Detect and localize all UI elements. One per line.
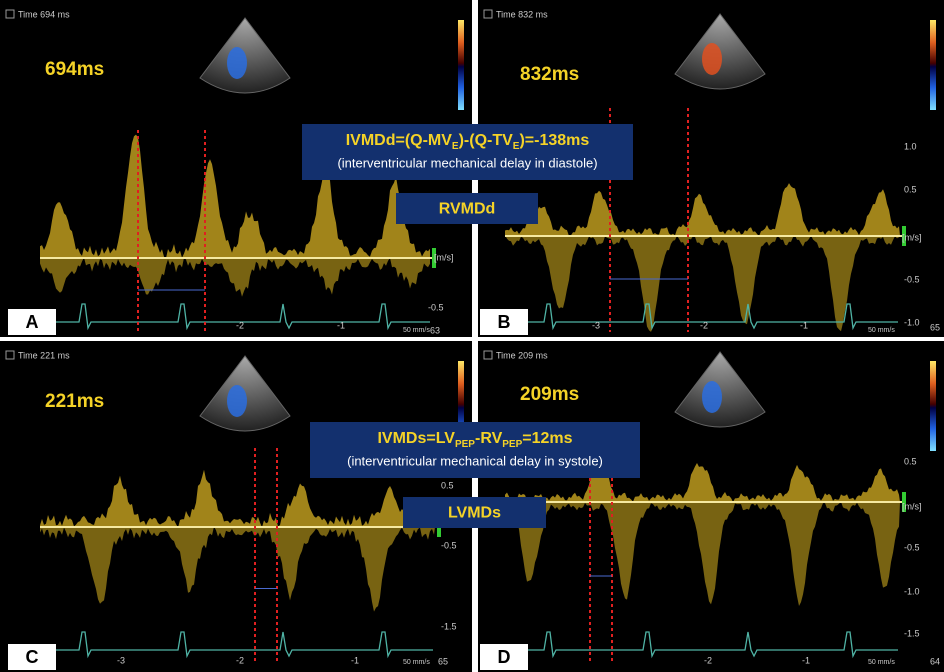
sweep-speed: 50 mm/s [403, 659, 430, 666]
scale-label: -1.0 [904, 317, 920, 327]
tag-label: LVMDs [448, 505, 501, 522]
scale-label: [m/s] [434, 252, 454, 262]
sweep-speed: 50 mm/s [868, 327, 895, 334]
ecg-tick-label: -2 [236, 320, 244, 330]
formula-part: -RV [475, 430, 503, 447]
scale-label: 63 [430, 325, 440, 335]
ecg-tick-label: -1 [802, 655, 810, 665]
formula-part: IVMDd=(Q-MV [346, 132, 453, 149]
ecg-tick-label: -1 [351, 655, 359, 665]
scale-label: 0.5 [904, 456, 917, 466]
color-bar [930, 20, 936, 110]
color-flow [227, 385, 247, 417]
scale-label: 0.5 [441, 480, 454, 490]
page: Time 694 ms 694ms -0.5 [m/s] 63 -2 -1 50 mm/s A T… [0, 0, 944, 672]
color-bar [458, 20, 464, 110]
ecg-tick-label: -1 [800, 320, 808, 330]
color-flow [702, 381, 722, 413]
sweep-speed: 50 mm/s [403, 327, 430, 334]
scale-label: 1.0 [904, 141, 917, 151]
time-header: Time 221 ms [18, 350, 70, 360]
sweep-speed: 50 mm/s [868, 659, 895, 666]
panel-label: C [26, 647, 39, 667]
color-bar [930, 361, 936, 451]
panel-label: B [498, 312, 511, 332]
scale-label: [m/s] [902, 232, 922, 242]
formula-part: IVMDs=LV [377, 430, 455, 447]
time-header: Time 832 ms [496, 9, 548, 19]
formula-note: (interventricular mechanical delay in sy… [347, 453, 603, 468]
color-flow [702, 43, 722, 75]
formula-subscript: PEP [455, 439, 475, 450]
scale-label: 64 [930, 656, 940, 666]
panel-label: D [498, 647, 511, 667]
ecg-tick-label: -3 [117, 655, 125, 665]
interval-label: 221ms [45, 391, 104, 412]
time-header: Time 209 ms [496, 350, 548, 360]
formula-part: )=-138ms [519, 132, 589, 149]
formula-subscript: PEP [502, 439, 522, 450]
ecg-tick-label: -1 [337, 320, 345, 330]
formula: IVMDs=LVPEP-RVPEP=12ms [377, 430, 572, 450]
formula: IVMDd=(Q-MVE)-(Q-TVE)=-138ms [346, 132, 590, 152]
interval-label: 832ms [520, 64, 579, 85]
scale-label: 0.5 [904, 184, 917, 194]
scale-label: -0.5 [441, 540, 457, 550]
tag-label: RVMDd [439, 201, 496, 218]
scale-label: -1.0 [904, 586, 920, 596]
scale-label: 65 [930, 322, 940, 332]
formula-part: =12ms [522, 430, 572, 447]
formula-part: )-(Q-TV [459, 132, 514, 149]
scale-label: [m/s] [902, 501, 922, 511]
panel-label: A [26, 312, 39, 332]
scale-label: -1.5 [904, 628, 920, 638]
ecg-tick-label: -3 [592, 320, 600, 330]
ecg-tick-label: -2 [700, 320, 708, 330]
ecg-tick-label: -2 [236, 655, 244, 665]
interval-label: 209ms [520, 384, 579, 405]
ecg-tick-label: -2 [704, 655, 712, 665]
scale-label: -1.5 [441, 621, 457, 631]
scale-label: -0.5 [428, 302, 444, 312]
figure: Time 694 ms 694ms -0.5 [m/s] 63 -2 -1 50 mm/s A T… [0, 0, 944, 672]
formula-note: (interventricular mechanical delay in di… [337, 155, 597, 170]
scale-label: -0.5 [904, 274, 920, 284]
scale-label: 65 [438, 656, 448, 666]
time-header: Time 694 ms [18, 9, 70, 19]
interval-label: 694ms [45, 59, 104, 80]
color-flow [227, 47, 247, 79]
scale-label: -0.5 [904, 542, 920, 552]
